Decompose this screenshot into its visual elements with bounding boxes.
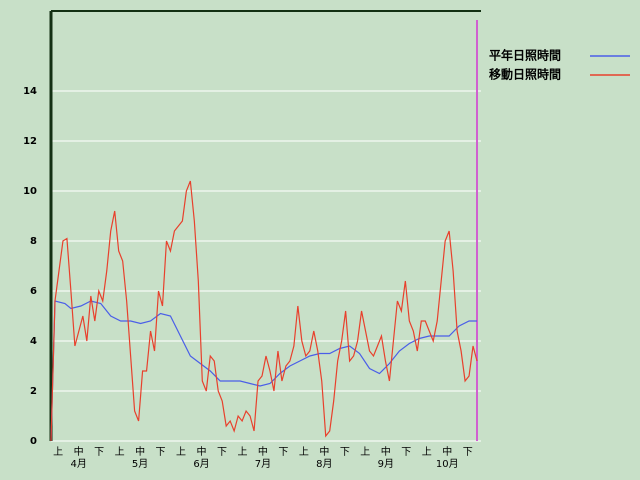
month-label: 4月 [70, 458, 86, 470]
x-tick-label: 中 [442, 445, 452, 458]
month-label: 10月 [436, 458, 459, 470]
y-tick-label: 2 [30, 386, 37, 397]
month-label: 5月 [132, 458, 148, 470]
y-tick-label: 12 [23, 136, 37, 147]
x-tick-label: 上 [422, 446, 432, 458]
y-tick-label: 14 [23, 86, 37, 97]
x-tick-label: 下 [217, 447, 227, 458]
x-tick-label: 中 [135, 445, 145, 458]
month-label: 6月 [193, 458, 209, 470]
y-tick-label: 0 [30, 436, 37, 447]
x-tick-label: 下 [156, 447, 166, 458]
x-tick-label: 中 [74, 445, 84, 458]
series-line [50, 180, 478, 442]
x-tick-label: 上 [299, 446, 309, 458]
series-line [50, 300, 478, 442]
x-tick-label: 下 [340, 447, 350, 458]
x-tick-label: 上 [176, 446, 186, 458]
legend-label: 移動日照時間 [489, 67, 561, 82]
y-tick-label: 8 [30, 236, 37, 247]
x-tick-label: 上 [237, 446, 247, 458]
x-tick-label: 中 [319, 445, 329, 458]
y-tick-label: 6 [30, 286, 37, 297]
x-tick-label: 中 [258, 445, 268, 458]
x-tick-label: 上 [115, 446, 125, 458]
x-tick-label: 下 [463, 447, 473, 458]
x-tick-label: 下 [94, 447, 104, 458]
month-label: 9月 [378, 458, 394, 470]
month-label: 7月 [255, 458, 271, 470]
x-tick-label: 中 [381, 445, 391, 458]
x-tick-label: 上 [360, 446, 370, 458]
y-tick-label: 4 [30, 336, 37, 347]
x-tick-label: 下 [401, 447, 411, 458]
legend-label: 平年日照時間 [489, 48, 561, 63]
x-tick-label: 下 [278, 447, 288, 458]
month-label: 8月 [316, 458, 332, 470]
x-tick-label: 上 [53, 446, 63, 458]
x-tick-label: 中 [197, 445, 207, 458]
y-tick-label: 10 [23, 186, 37, 197]
